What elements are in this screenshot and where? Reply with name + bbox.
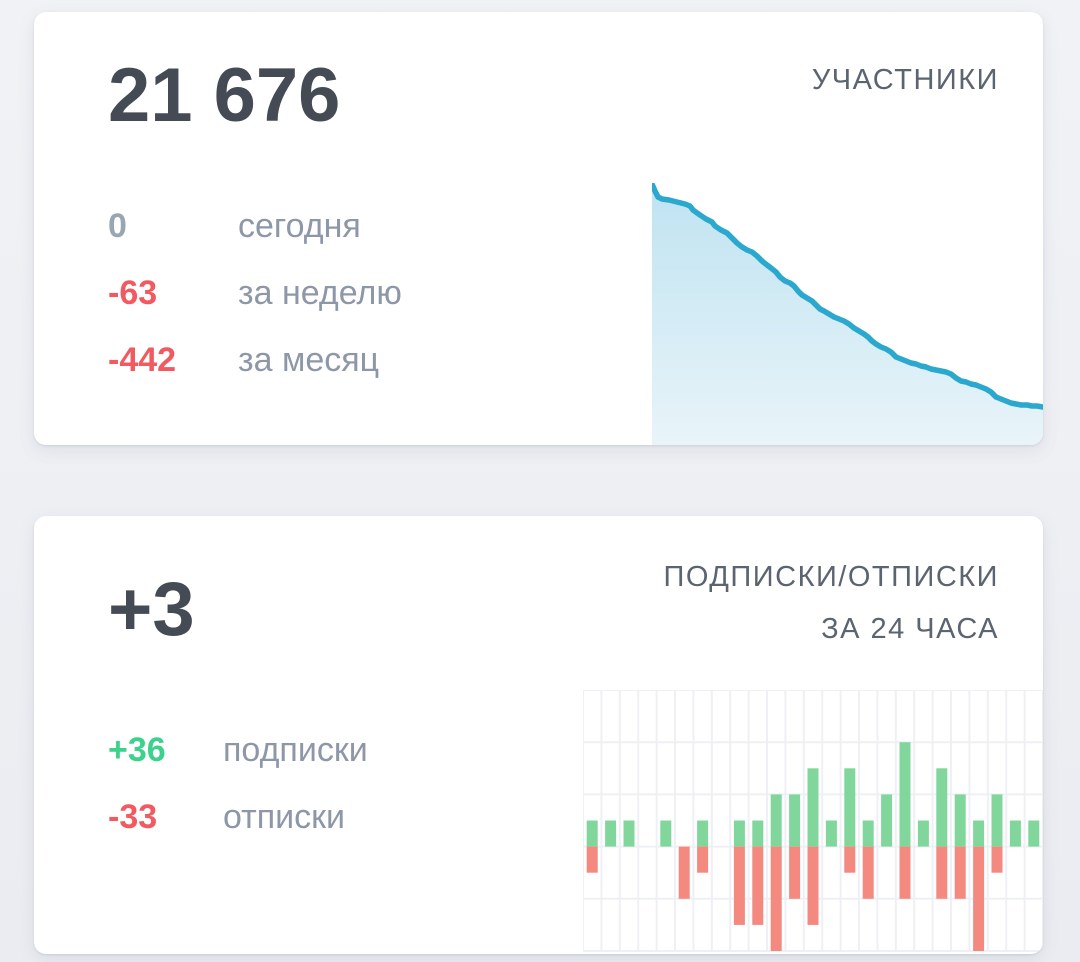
subscribe-bar [807, 768, 819, 847]
unsubscribe-bar [954, 846, 966, 899]
subscribe-bar [605, 820, 617, 847]
unsubscribe-bar [770, 846, 782, 951]
stat-value-subscribes: +36 [108, 731, 166, 769]
stat-label-month: за месяц [238, 341, 380, 379]
stat-row-unsubscribes: -33 отписки [108, 795, 368, 839]
unsubscribe-bar [844, 846, 856, 873]
subscribe-bar [733, 820, 745, 847]
unsubscribe-bar [678, 846, 690, 899]
subscribe-bar [825, 820, 837, 847]
stat-value-week: -63 [108, 274, 158, 312]
subscribe-bar [1009, 820, 1021, 847]
bar-chart-bars [586, 742, 1040, 951]
unsubscribe-bar [991, 846, 1003, 873]
subscribe-bar [936, 768, 948, 847]
subscribe-bar [789, 794, 801, 847]
members-trend-svg [652, 183, 1043, 445]
stat-value-unsubscribes: -33 [108, 798, 158, 836]
stat-row-today: 0 сегодня [108, 204, 402, 248]
unsubscribe-bar [789, 846, 801, 899]
subs-stats: +36 подписки -33 отписки [108, 728, 368, 862]
subscribe-bar [899, 742, 911, 847]
subscribe-bar [917, 820, 929, 847]
subscribe-bar [623, 820, 635, 847]
trend-area-fill [652, 184, 1043, 445]
stat-row-month: -442 за месяц [108, 338, 402, 382]
subs-card-title-line1: ПОДПИСКИ/ОТПИСКИ [663, 561, 999, 593]
subscriptions-card: +3 ПОДПИСКИ/ОТПИСКИ ЗА 24 ЧАСА +36 подпи… [34, 516, 1043, 954]
members-card: 21 676 УЧАСТНИКИ 0 сегодня -63 за неделю… [34, 12, 1043, 445]
stat-label-today: сегодня [238, 207, 361, 245]
subscribe-bar [973, 820, 985, 847]
trend-line [652, 183, 1043, 410]
members-stats: 0 сегодня -63 за неделю -442 за месяц [108, 204, 402, 405]
subscribe-bar [770, 794, 782, 847]
subscribe-bar [752, 820, 764, 847]
stat-value-today: 0 [108, 207, 127, 245]
subscribe-bar [697, 820, 709, 847]
subscribe-bar [586, 820, 598, 847]
stat-value-month: -442 [108, 341, 177, 379]
unsubscribe-bar [899, 846, 911, 899]
subs-card-title: ПОДПИСКИ/ОТПИСКИ ЗА 24 ЧАСА [664, 551, 999, 655]
subscribe-bar [881, 794, 893, 847]
unsubscribe-bar [936, 846, 948, 899]
unsubscribe-bar [973, 846, 985, 951]
members-total: 21 676 [108, 53, 341, 138]
subscribe-bar [844, 768, 856, 847]
stat-row-subscribes: +36 подписки [108, 728, 368, 772]
unsubscribe-bar [862, 846, 874, 899]
subs-net-total: +3 [108, 567, 195, 652]
unsubscribe-bar [807, 846, 819, 925]
subs-24h-bar-chart [583, 690, 1043, 954]
stat-label-unsubscribes: отписки [223, 798, 346, 836]
subs-24h-svg [583, 690, 1043, 952]
stat-label-week: за неделю [238, 274, 402, 312]
unsubscribe-bar [752, 846, 764, 925]
subscribe-bar [862, 820, 874, 847]
subs-card-title-line2: ЗА 24 ЧАСА [821, 613, 999, 645]
subscribe-bar [1028, 820, 1040, 847]
members-trend-chart [652, 183, 1043, 445]
subscribe-bar [660, 820, 672, 847]
subscribe-bar [991, 794, 1003, 847]
stat-label-subscribes: подписки [223, 731, 368, 769]
stat-row-week: -63 за неделю [108, 271, 402, 315]
subscribe-bar [954, 794, 966, 847]
unsubscribe-bar [586, 846, 598, 873]
unsubscribe-bar [733, 846, 745, 925]
bar-chart-grid [583, 690, 1043, 952]
members-card-title: УЧАСТНИКИ [811, 64, 999, 96]
unsubscribe-bar [697, 846, 709, 873]
